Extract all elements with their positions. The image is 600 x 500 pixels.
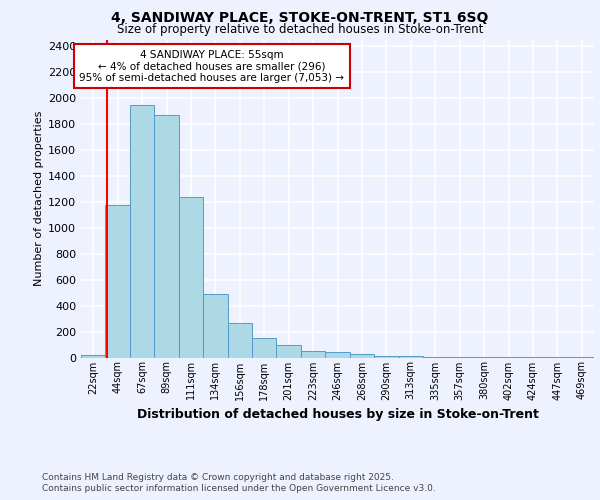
Bar: [154, 114, 179, 358]
Bar: [252, 338, 277, 357]
Bar: [179, 197, 203, 358]
Bar: [350, 354, 374, 358]
Text: 4, SANDIWAY PLACE, STOKE-ON-TRENT, ST1 6SQ: 4, SANDIWAY PLACE, STOKE-ON-TRENT, ST1 6…: [112, 11, 488, 25]
Y-axis label: Number of detached properties: Number of detached properties: [34, 111, 44, 286]
Bar: [374, 356, 398, 358]
Bar: [325, 352, 350, 358]
Text: Contains public sector information licensed under the Open Government Licence v3: Contains public sector information licen…: [42, 484, 436, 493]
Bar: [130, 105, 154, 358]
Bar: [301, 351, 325, 358]
Bar: [203, 294, 227, 358]
Bar: [398, 356, 423, 358]
Bar: [277, 344, 301, 358]
Bar: [227, 322, 252, 358]
Text: 4 SANDIWAY PLACE: 55sqm
← 4% of detached houses are smaller (296)
95% of semi-de: 4 SANDIWAY PLACE: 55sqm ← 4% of detached…: [79, 50, 344, 82]
Bar: [423, 357, 448, 358]
Bar: [81, 355, 106, 358]
Bar: [448, 357, 472, 358]
Text: Contains HM Land Registry data © Crown copyright and database right 2025.: Contains HM Land Registry data © Crown c…: [42, 472, 394, 482]
Bar: [106, 205, 130, 358]
X-axis label: Distribution of detached houses by size in Stoke-on-Trent: Distribution of detached houses by size …: [137, 408, 538, 421]
Text: Size of property relative to detached houses in Stoke-on-Trent: Size of property relative to detached ho…: [117, 22, 483, 36]
